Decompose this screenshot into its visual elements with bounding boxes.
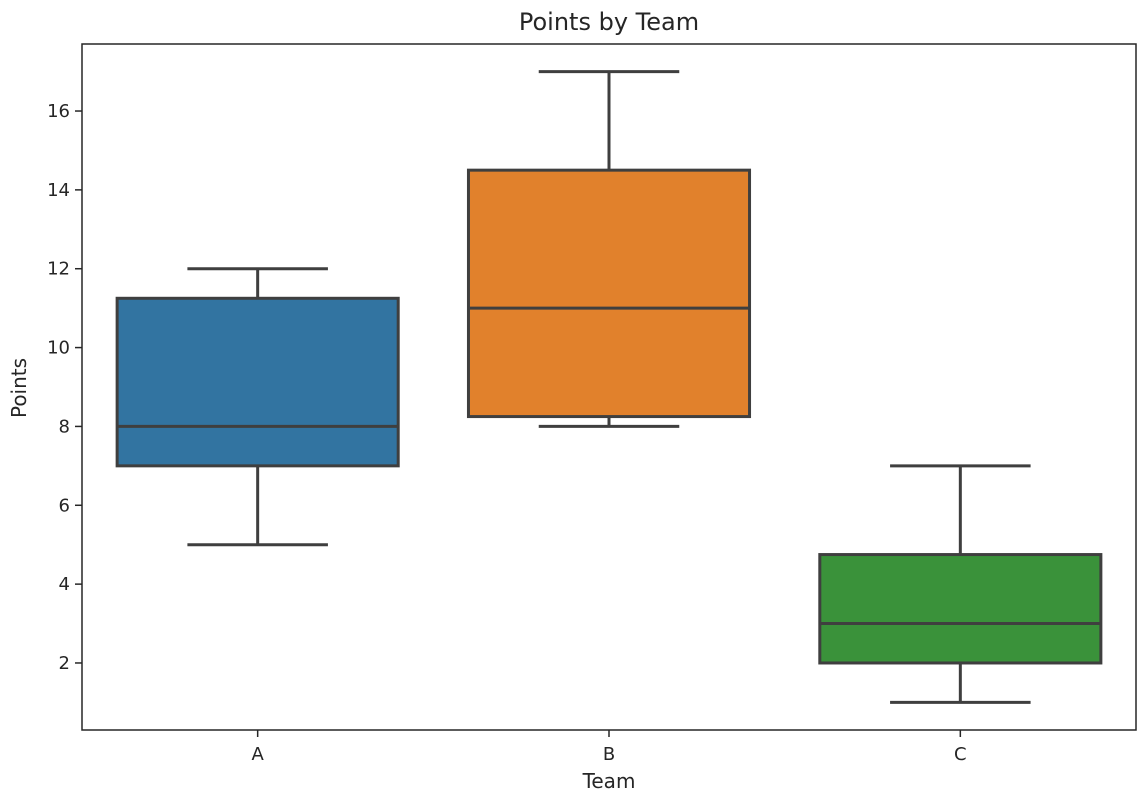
boxes-group [115,70,1103,704]
y-tick-label: 12 [47,259,70,280]
box-body [115,296,400,468]
x-tick-label: B [603,744,615,765]
y-axis: 2 4 6 8 10 12 14 16 [47,101,82,674]
y-tick-label: 2 [59,653,70,674]
y-axis-label: Points [7,358,31,418]
box-body [466,168,752,419]
y-tick-label: 6 [59,495,70,516]
x-tick-label: A [252,744,265,765]
plot-area [81,43,1137,731]
box-c [818,464,1103,704]
y-tick-label: 4 [59,574,70,595]
y-tick-label: 16 [47,101,70,122]
box-b [466,70,752,428]
y-tick-label: 14 [47,180,70,201]
y-tick-label: 10 [47,338,70,359]
chart-title: Points by Team [519,8,699,36]
box-a [115,267,400,547]
x-axis-label: Team [582,769,636,793]
y-tick-label: 8 [59,416,70,437]
box-body [818,553,1103,665]
x-tick-label: C [954,744,967,765]
x-axis: A B C [252,730,967,765]
